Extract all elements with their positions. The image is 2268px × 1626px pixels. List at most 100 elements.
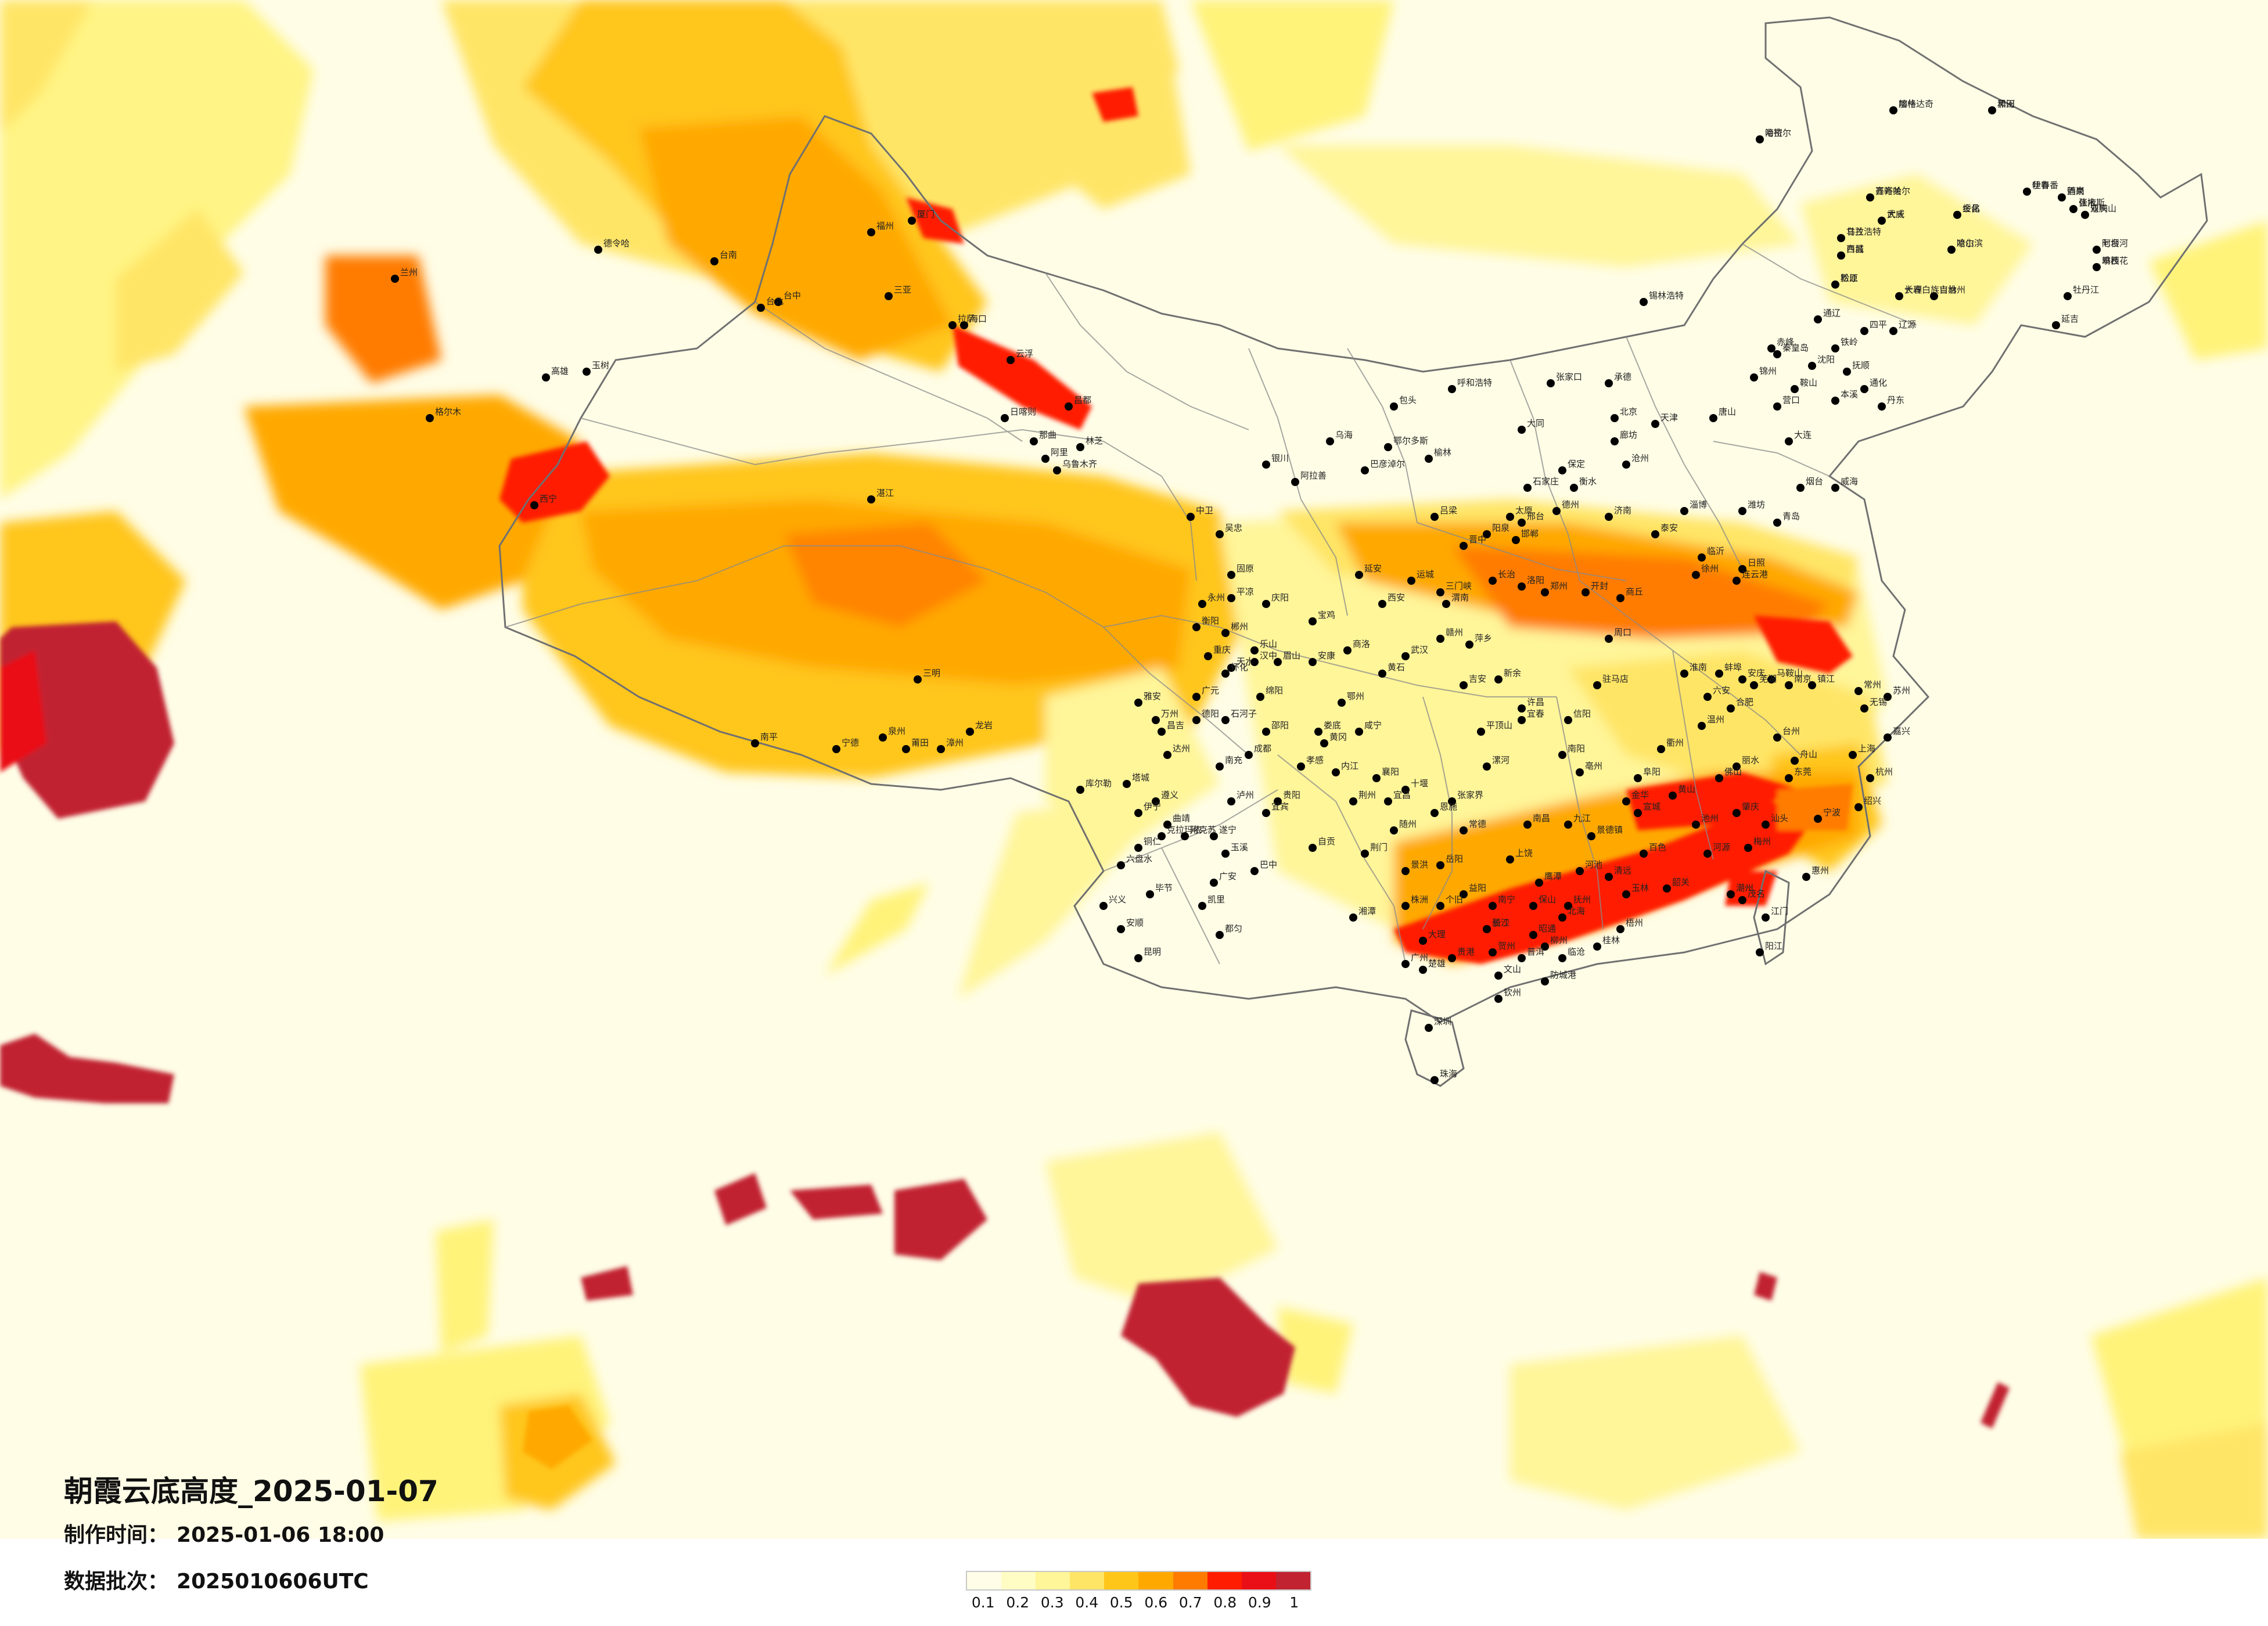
city-dot [1576, 768, 1584, 776]
city-label: 辽源 [1899, 319, 1916, 330]
province-borders [505, 243, 1917, 965]
city-label: 温州 [1707, 714, 1724, 725]
city-label: 牡丹江 [2073, 285, 2099, 295]
city-label: 南阳 [1568, 743, 1585, 754]
city-dot [1506, 855, 1514, 864]
city-label: 宜宾 [1271, 801, 1289, 812]
city-label: 广州 [1411, 952, 1428, 963]
city-dot [1134, 844, 1142, 852]
city-label: 景洪 [1411, 859, 1428, 870]
city-label: 楚雄 [1428, 958, 1446, 969]
city-dot [1849, 751, 1857, 759]
city-label: 梧州 [1626, 918, 1643, 928]
city-label: 河池 [1585, 859, 1602, 870]
city-label: 无锡 [1870, 697, 1887, 707]
legend-swatch [1241, 1572, 1276, 1589]
city-label: 阳泉 [1492, 523, 1509, 533]
city-label: 昌吉 [1167, 720, 1184, 731]
city-dot [1582, 588, 1590, 596]
city-dot [1605, 379, 1613, 387]
city-dot [1767, 344, 1775, 352]
city-label: 潮州 [1736, 883, 1753, 893]
city-dot [583, 368, 591, 376]
city-label: 南充 [1225, 755, 1242, 765]
city-label: 益阳 [1469, 883, 1486, 893]
city-label: 固原 [1237, 563, 1254, 574]
city-dot [2069, 205, 2077, 213]
city-dot [1518, 704, 1526, 713]
data-batch-label: 数据批次： [64, 1570, 169, 1593]
city-label: 保山 [1539, 894, 1556, 905]
city-dot [1703, 693, 1712, 701]
city-label: 娄底 [1324, 720, 1341, 731]
city-dot [1436, 588, 1444, 596]
city-label: 普洱 [1527, 947, 1544, 957]
city-label: 清远 [1614, 865, 1631, 876]
city-label: 哈密 [1765, 128, 1782, 138]
city-label: 丽江 [1492, 918, 1509, 928]
city-dot [1698, 722, 1706, 730]
city-dot [1494, 995, 1503, 1003]
legend-swatch [1275, 1572, 1310, 1589]
legend-swatch [1104, 1572, 1139, 1589]
city-dot [1605, 513, 1613, 521]
city-label: 吐鲁番 [2032, 180, 2058, 190]
city-dot [1099, 902, 1108, 910]
city-dot [2023, 188, 2031, 196]
city-dot [1309, 617, 1317, 625]
city-label: 合肥 [1736, 697, 1753, 707]
city-label: 郴州 [1231, 621, 1248, 632]
city-label: 孝感 [1306, 755, 1324, 765]
city-label: 达州 [1173, 743, 1190, 754]
city-label: 阿克苏 [1190, 825, 1216, 835]
city-label: 丽水 [1742, 755, 1759, 765]
city-label: 西安 [1388, 592, 1405, 603]
legend-swatch [1036, 1572, 1070, 1589]
city-label: 舟山 [1800, 749, 1817, 760]
legend-tick-label: 0.8 [1213, 1594, 1237, 1611]
city-dot [1808, 362, 1816, 370]
city-dot [1227, 664, 1235, 672]
city-label: 大庆 [1887, 209, 1904, 220]
city-dot [1773, 402, 1781, 411]
city-dot [1541, 977, 1549, 985]
city-label: 眉山 [1283, 650, 1300, 661]
city-label: 吉林 [1939, 285, 1957, 295]
city-dot [1117, 861, 1125, 869]
city-dot [1419, 966, 1427, 974]
city-dot [1756, 948, 1764, 956]
city-label: 北海 [1568, 906, 1585, 916]
city-dot [1558, 466, 1566, 474]
city-label: 云浮 [1016, 348, 1033, 359]
city-label: 白城 [1846, 244, 1864, 254]
city-dot [1430, 1076, 1439, 1084]
city-label: 赣州 [1446, 627, 1463, 638]
city-dot [1460, 826, 1468, 834]
city-label: 衢州 [1666, 738, 1684, 748]
city-label: 潍坊 [1748, 499, 1765, 510]
city-label: 鸡西 [2102, 256, 2119, 266]
city-dot [1460, 681, 1468, 689]
city-label: 黑河 [1997, 99, 2015, 109]
city-dot [902, 745, 910, 753]
city-dot [1192, 716, 1201, 724]
city-label: 怀化 [1231, 662, 1248, 672]
city-dot [1221, 850, 1230, 858]
city-dot [1529, 902, 1537, 910]
city-dot [1489, 902, 1497, 910]
city-label: 铜仁 [1144, 836, 1161, 847]
city-dot [1361, 850, 1369, 858]
city-label: 德令哈 [603, 238, 630, 249]
city-dot [1622, 890, 1630, 898]
city-dot [1657, 745, 1665, 753]
city-dot [1227, 571, 1235, 579]
city-dot [1076, 786, 1084, 794]
city-dot [710, 257, 718, 265]
city-dot [1680, 670, 1688, 678]
city-label: 防城港 [1550, 970, 1576, 980]
city-label: 营口 [1782, 395, 1800, 405]
city-dot [1762, 821, 1770, 829]
city-dot [1262, 461, 1270, 469]
city-dot [1320, 739, 1328, 747]
city-dot [1390, 402, 1398, 411]
